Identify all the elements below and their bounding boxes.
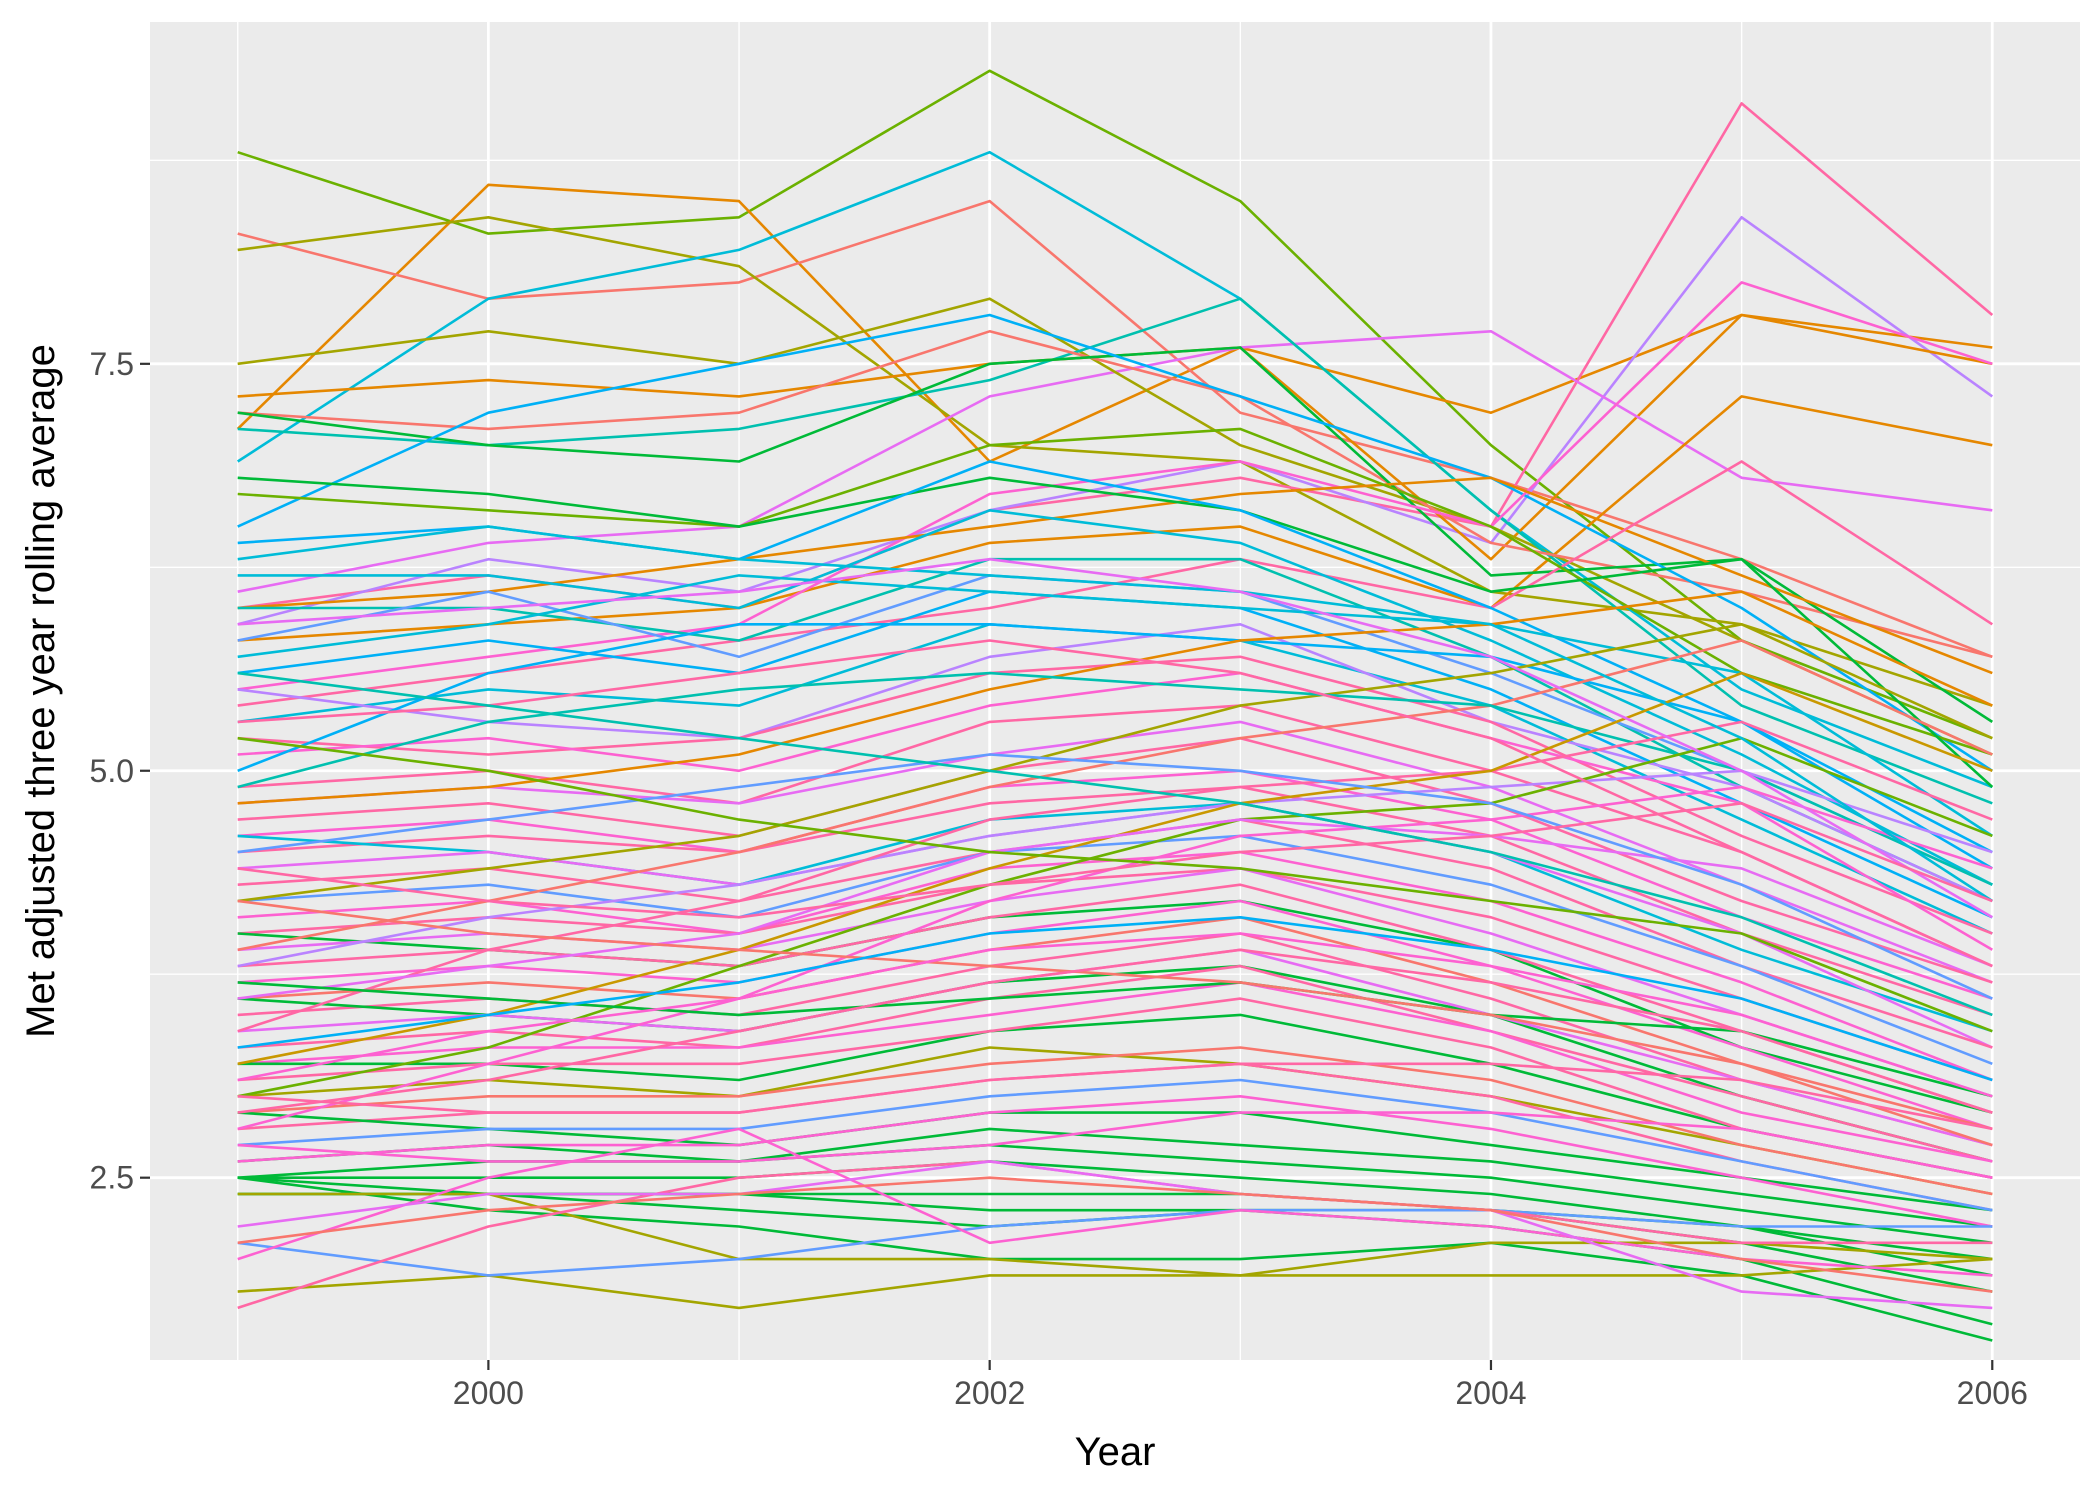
- series-line-71: [237, 1160, 1993, 1310]
- series-line-12: [237, 297, 1993, 805]
- series-line-23: [237, 557, 1993, 903]
- series-line-57: [237, 1078, 1993, 1212]
- series-line-96: [237, 671, 1993, 1017]
- series-line-43: [237, 883, 1993, 1114]
- series-line-66: [237, 1192, 1993, 1277]
- y-axis: 2.5 5.0 7.5: [90, 346, 150, 1196]
- series-line-70: [237, 1127, 1993, 1277]
- series-line-75: [237, 590, 1993, 805]
- series-line-10: [237, 395, 1993, 642]
- series-line-65: [237, 1176, 1993, 1342]
- series-line-79: [237, 769, 1993, 968]
- series-line-17: [237, 476, 1993, 675]
- y-tick-label: 2.5: [90, 1160, 134, 1196]
- series-line-38: [237, 834, 1993, 1066]
- series-line-94: [237, 948, 1993, 1114]
- series-line-74: [237, 622, 1993, 870]
- series-line-4: [237, 216, 1993, 707]
- series-line-19: [237, 427, 1993, 756]
- x-tick-label: 2002: [954, 1375, 1025, 1411]
- series-line-45: [237, 915, 1993, 1131]
- y-axis-title: Met adjusted three year rolling average: [19, 344, 63, 1038]
- series-line-73: [237, 574, 1994, 837]
- series-line-85: [237, 753, 1993, 1000]
- y-tick-label: 7.5: [90, 346, 134, 382]
- x-tick-label: 2000: [453, 1375, 524, 1411]
- series-line-72: [237, 1176, 1993, 1293]
- series-line-50: [237, 981, 1993, 1163]
- series-line-80: [237, 720, 1993, 1033]
- series-line-16: [237, 281, 1993, 691]
- x-tick-label: 2006: [1957, 1375, 2028, 1411]
- series-line-67: [237, 1241, 1993, 1310]
- series-line-2: [236, 183, 1993, 463]
- series-line-51: [237, 1013, 1993, 1179]
- series-line-59: [237, 1095, 1993, 1228]
- series-line-88: [237, 557, 1993, 919]
- series-line-82: [237, 736, 1993, 1098]
- series-line-95: [237, 736, 1993, 1033]
- series-line-78: [237, 671, 1993, 886]
- series-lines: [236, 69, 1994, 1342]
- series-line-34: [237, 785, 1993, 1017]
- series-line-32: [237, 736, 1993, 984]
- series-line-97: [237, 1062, 1993, 1131]
- series-line-33: [237, 769, 1993, 1000]
- y-tick-label: 5.0: [90, 753, 134, 789]
- series-line-40: [237, 867, 1993, 1082]
- series-line-44: [237, 899, 1993, 1131]
- series-line-1: [237, 69, 1993, 740]
- series-line-11: [237, 297, 1993, 756]
- series-line-68: [237, 1208, 1993, 1277]
- x-tick-label: 2004: [1455, 1375, 1526, 1411]
- series-line-93: [237, 932, 1993, 1098]
- series-line-56: [237, 1111, 1993, 1212]
- series-line-61: [237, 1160, 1993, 1261]
- x-axis-title: Year: [1075, 1430, 1156, 1474]
- series-line-87: [237, 525, 1994, 903]
- series-line-52: [237, 997, 1993, 1179]
- series-line-91: [237, 899, 1993, 1147]
- minor-gridlines: [150, 22, 2080, 1360]
- x-axis: 2000 2002 2004 2006: [453, 1360, 2028, 1411]
- series-line-22: [237, 508, 1993, 886]
- series-line-90: [237, 981, 1993, 1098]
- series-line-20: [237, 476, 1994, 788]
- series-line-30: [237, 704, 1993, 968]
- series-line-5: [236, 150, 1993, 789]
- series-line-3: [237, 199, 1993, 659]
- series-line-86: [237, 639, 1993, 968]
- series-line-54: [237, 1046, 1993, 1196]
- series-line-15: [237, 313, 1994, 772]
- series-line-84: [237, 818, 1993, 1000]
- series-line-98: [237, 1111, 1993, 1179]
- series-line-89: [237, 801, 1993, 919]
- series-line-58: [237, 1127, 1993, 1228]
- series-line-76: [237, 622, 1993, 903]
- series-line-92: [237, 915, 1993, 1082]
- series-line-13: [237, 329, 1993, 659]
- series-line-27: [237, 622, 1993, 903]
